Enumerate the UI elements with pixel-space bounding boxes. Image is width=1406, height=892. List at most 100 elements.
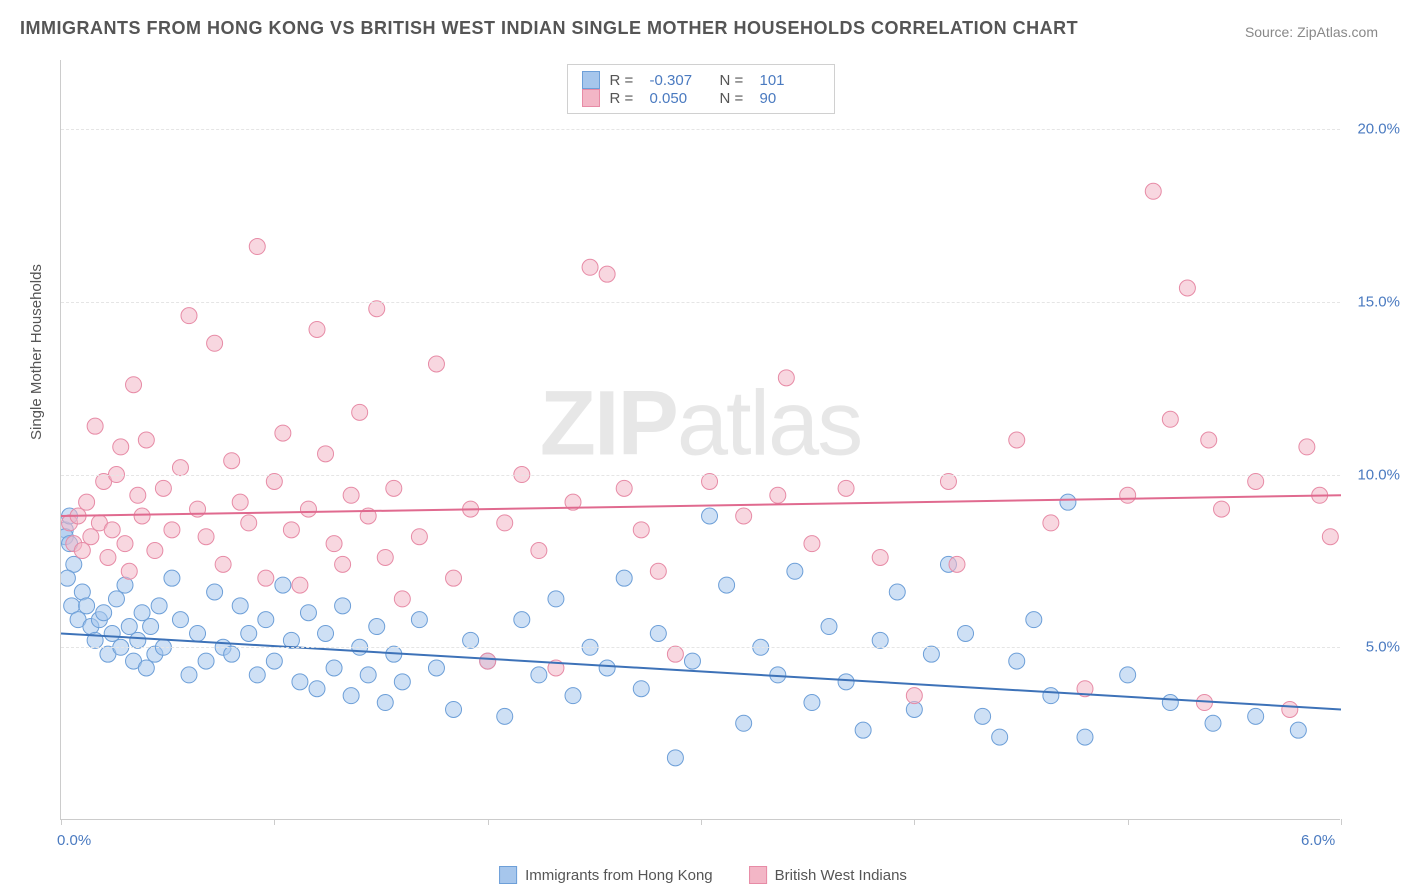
xtick-mark <box>914 819 915 825</box>
data-point <box>480 653 496 669</box>
data-point <box>394 591 410 607</box>
data-point <box>249 667 265 683</box>
data-point <box>369 619 385 635</box>
data-point <box>1179 280 1195 296</box>
data-point <box>633 522 649 538</box>
data-point <box>958 625 974 641</box>
legend-label-1: Immigrants from Hong Kong <box>525 867 713 884</box>
data-point <box>318 446 334 462</box>
data-point <box>787 563 803 579</box>
data-point <box>1009 432 1025 448</box>
data-point <box>804 695 820 711</box>
data-point <box>702 508 718 524</box>
data-point <box>130 632 146 648</box>
data-point <box>335 598 351 614</box>
data-point <box>804 536 820 552</box>
data-point <box>377 549 393 565</box>
data-point <box>79 494 95 510</box>
data-point <box>872 632 888 648</box>
xtick-mark <box>274 819 275 825</box>
data-point <box>531 667 547 683</box>
data-point <box>514 612 530 628</box>
data-point <box>1026 612 1042 628</box>
data-point <box>582 259 598 275</box>
data-point <box>1145 183 1161 199</box>
data-point <box>258 570 274 586</box>
data-point <box>770 487 786 503</box>
data-point <box>164 570 180 586</box>
data-point <box>113 439 129 455</box>
data-point <box>531 543 547 559</box>
data-point <box>207 335 223 351</box>
data-point <box>428 356 444 372</box>
data-point <box>181 667 197 683</box>
data-point <box>164 522 180 538</box>
data-point <box>138 432 154 448</box>
data-point <box>138 660 154 676</box>
data-point <box>667 750 683 766</box>
data-point <box>1214 501 1230 517</box>
data-point <box>300 605 316 621</box>
source-attribution: Source: ZipAtlas.com <box>1245 24 1378 40</box>
data-point <box>565 688 581 704</box>
data-point <box>411 612 427 628</box>
data-point <box>1290 722 1306 738</box>
data-point <box>377 695 393 711</box>
data-point <box>975 708 991 724</box>
xtick-label: 6.0% <box>1301 832 1335 849</box>
data-point <box>1043 688 1059 704</box>
data-point <box>147 543 163 559</box>
data-point <box>224 646 240 662</box>
data-point <box>172 612 188 628</box>
data-point <box>143 619 159 635</box>
xtick-mark <box>1128 819 1129 825</box>
data-point <box>151 598 167 614</box>
xtick-mark <box>61 819 62 825</box>
gridline <box>61 475 1340 476</box>
data-point <box>599 660 615 676</box>
data-point <box>394 674 410 690</box>
data-point <box>497 515 513 531</box>
y-axis-label: Single Mother Households <box>28 264 45 440</box>
data-point <box>198 653 214 669</box>
data-point <box>633 681 649 697</box>
data-point <box>275 577 291 593</box>
data-point <box>855 722 871 738</box>
data-point <box>326 536 342 552</box>
data-point <box>1162 411 1178 427</box>
data-point <box>497 708 513 724</box>
data-point <box>241 515 257 531</box>
data-point <box>190 625 206 641</box>
data-point <box>428 660 444 676</box>
data-point <box>74 543 90 559</box>
legend-item-2: British West Indians <box>749 866 907 884</box>
data-point <box>616 480 632 496</box>
data-point <box>241 625 257 641</box>
data-point <box>1201 432 1217 448</box>
data-point <box>104 625 120 641</box>
xtick-mark <box>488 819 489 825</box>
ytick-label: 5.0% <box>1345 639 1400 656</box>
data-point <box>326 660 342 676</box>
data-point <box>650 625 666 641</box>
data-point <box>100 549 116 565</box>
data-point <box>283 522 299 538</box>
data-point <box>266 653 282 669</box>
data-point <box>548 591 564 607</box>
data-point <box>207 584 223 600</box>
data-point <box>121 619 137 635</box>
legend-item-1: Immigrants from Hong Kong <box>499 866 713 884</box>
data-point <box>1162 695 1178 711</box>
data-point <box>940 473 956 489</box>
xtick-mark <box>701 819 702 825</box>
data-point <box>1077 729 1093 745</box>
data-point <box>309 681 325 697</box>
data-point <box>172 460 188 476</box>
data-point <box>232 598 248 614</box>
data-point <box>117 536 133 552</box>
data-point <box>411 529 427 545</box>
data-point <box>736 715 752 731</box>
gridline <box>61 129 1340 130</box>
data-point <box>736 508 752 524</box>
data-point <box>1248 708 1264 724</box>
